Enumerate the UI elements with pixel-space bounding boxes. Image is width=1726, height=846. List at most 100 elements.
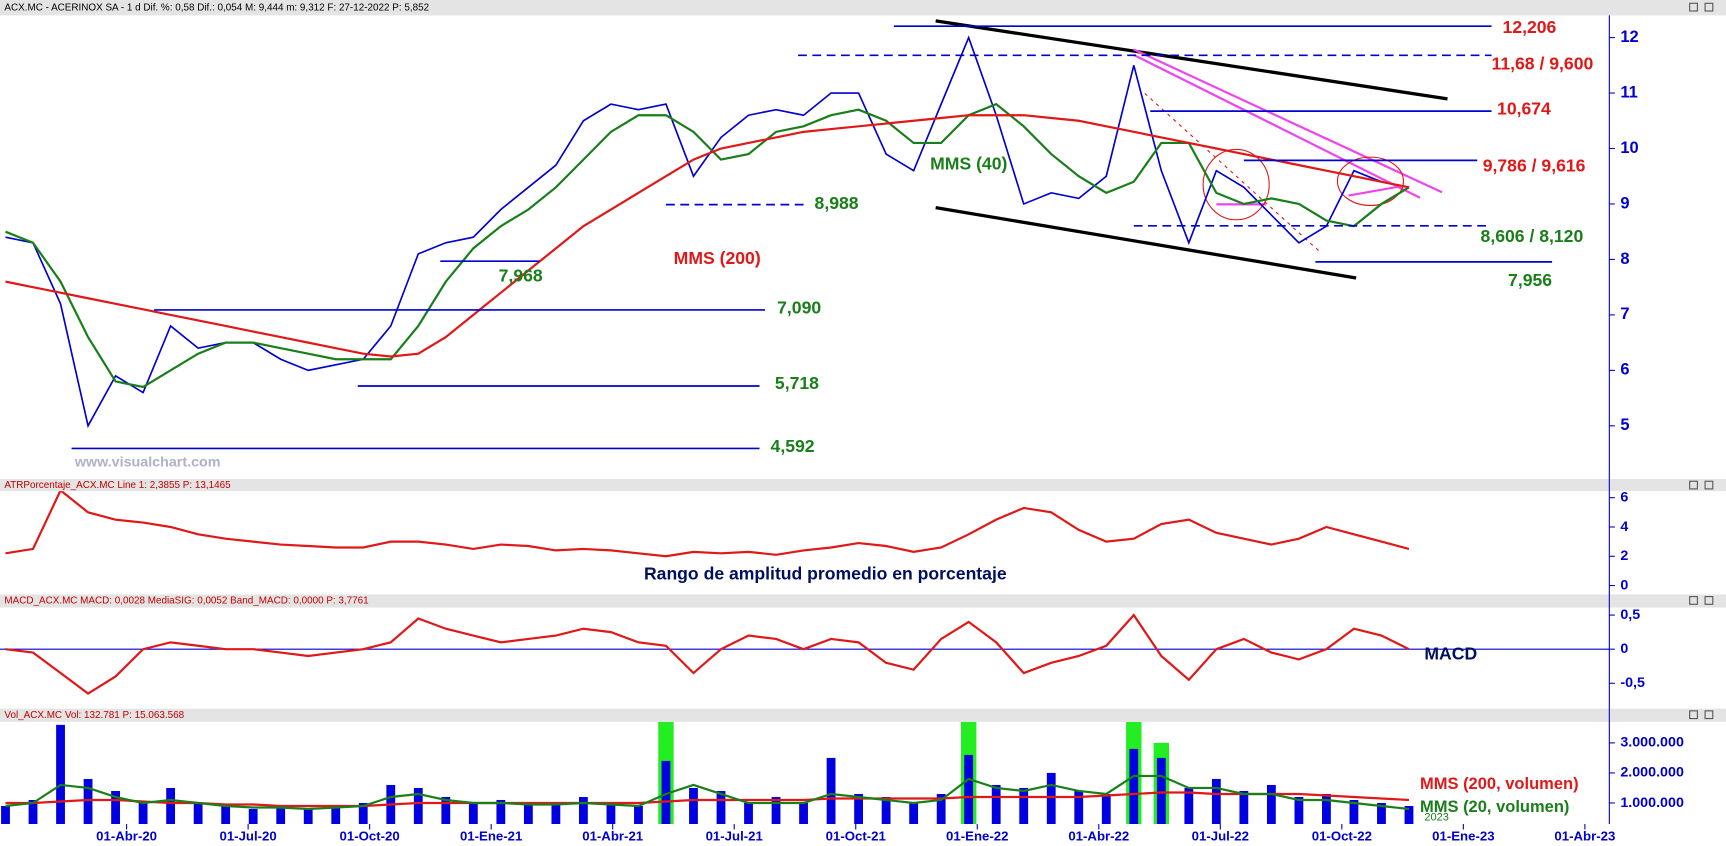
y-tick-label: 0 — [1620, 577, 1628, 593]
series-line — [5, 613, 1410, 695]
volume-bar — [936, 793, 946, 825]
panel-title: Vol_ACX.MC Vol: 132.781 P: 15.063.568 — [4, 710, 184, 721]
volume-bar — [83, 778, 93, 825]
volume-bar — [248, 808, 258, 825]
x-tick-label: 01-Jul-20 — [219, 829, 276, 844]
volume-bar — [496, 799, 506, 825]
level-label: 4,592 — [771, 436, 815, 456]
volume-bar — [744, 802, 753, 825]
series-line — [5, 774, 1410, 811]
volume-bar — [1211, 778, 1221, 825]
volume-bar — [716, 790, 726, 825]
series-label: MMS (200, volumen) — [1420, 775, 1579, 793]
series-line — [5, 114, 1410, 358]
dashed-line — [1144, 92, 1322, 254]
pattern-circles — [1202, 148, 1405, 221]
volume-bar — [111, 790, 120, 825]
series-line — [5, 102, 1410, 389]
panel-subtitle: Rango de amplitud promedio en porcentaje — [644, 563, 1007, 583]
volume-bar — [1046, 772, 1056, 825]
volume-bar — [276, 805, 286, 825]
y-tick-label: 2.000.000 — [1620, 765, 1684, 781]
level-label: 7,956 — [1508, 270, 1552, 290]
level-label: 10,674 — [1497, 99, 1551, 119]
level-label: 7,968 — [499, 266, 543, 286]
volume-bar — [138, 802, 148, 825]
y-tick-label: 4 — [1620, 519, 1628, 535]
series-line — [5, 491, 1410, 558]
level-label: 9,786 / 9,616 — [1483, 156, 1586, 176]
channel-lines — [935, 19, 1448, 280]
x-tick-label: 01-Abr-23 — [1554, 829, 1615, 844]
y-tick-label: 9 — [1620, 194, 1629, 212]
volume-bar — [1, 805, 10, 825]
x-tick-label: 01-Jul-21 — [706, 829, 763, 844]
panel — [0, 613, 1610, 695]
volume-bar — [1101, 793, 1111, 825]
volume-bar — [358, 802, 368, 825]
volume-bar — [221, 805, 231, 825]
volume-bar — [771, 796, 781, 825]
y-tick-label: 10 — [1620, 139, 1638, 157]
series-line — [5, 791, 1410, 808]
panel-bar — [0, 479, 1726, 492]
volume-bar — [991, 784, 1001, 825]
volume-bar — [634, 805, 643, 825]
volume-bar — [881, 796, 891, 825]
panel-title: ATRPorcentaje_ACX.MC Line 1: 2,3855 P: 1… — [4, 480, 231, 491]
y-tick-label: 5 — [1620, 416, 1629, 434]
level-label: 11,68 / 9,600 — [1492, 53, 1594, 73]
volume-bar — [1322, 793, 1331, 825]
panel-subtitle: MACD — [1424, 643, 1477, 663]
y-tick-label: 6 — [1620, 361, 1629, 379]
x-tick-label: 01-Ene-23 — [1432, 829, 1494, 844]
x-tick-label: 01-Oct-20 — [340, 829, 400, 844]
volume-bar — [579, 796, 588, 825]
volume-bar — [523, 802, 533, 825]
panel — [5, 491, 1410, 558]
panel-title: MACD_ACX.MC MACD: 0,0028 MediaSIG: 0,005… — [4, 596, 369, 607]
volume-bar — [854, 793, 863, 825]
y-tick-label: 8 — [1620, 250, 1629, 268]
panel-title: ACX.MC - ACERINOX SA - 1 d Dif. %: 0,58 … — [4, 2, 429, 13]
annotation: 2023 — [1424, 811, 1448, 823]
volume-bar — [909, 802, 919, 825]
volume-bar — [964, 754, 974, 825]
y-tick-label: 6 — [1620, 489, 1628, 505]
volume-bar — [1349, 799, 1359, 825]
volume-bar — [1239, 790, 1249, 825]
series-label: MMS (200) — [674, 248, 761, 268]
level-label: 8,606 / 8,120 — [1481, 226, 1584, 246]
y-tick-label: 1.000.000 — [1620, 795, 1684, 811]
y-tick-label: 7 — [1620, 305, 1629, 323]
series-label: MMS (40) — [930, 153, 1007, 173]
x-tick-label: 01-Oct-21 — [826, 829, 886, 844]
x-tick-label: 01-Jul-22 — [1192, 829, 1249, 844]
x-tick-label: 01-Abr-22 — [1068, 829, 1129, 844]
panel — [1, 721, 1414, 825]
volume-bar — [1266, 784, 1276, 825]
y-tick-label: 0 — [1620, 641, 1628, 657]
header-bar — [0, 0, 1726, 16]
volume-bar — [551, 802, 561, 825]
volume-bar — [1294, 796, 1304, 825]
volume-bar — [1074, 790, 1084, 825]
volume-bar — [799, 802, 808, 825]
volume-bar — [441, 796, 451, 825]
watermark: www.visualchart.com — [74, 454, 221, 470]
volume-bar — [303, 808, 313, 825]
x-tick-label: 01-Ene-22 — [946, 829, 1008, 844]
x-tick-label: 01-Abr-20 — [96, 829, 157, 844]
panel-bar — [0, 708, 1726, 722]
window-controls[interactable] — [1689, 2, 1714, 720]
volume-bar — [1019, 787, 1029, 825]
x-tick-label: 01-Oct-22 — [1312, 829, 1372, 844]
series-label: MMS (20, volumen) — [1420, 798, 1569, 816]
panel-bar — [0, 594, 1726, 608]
y-tick-label: 0,5 — [1620, 607, 1640, 623]
level-label: 8,988 — [815, 193, 859, 213]
y-tick-label: 11 — [1620, 83, 1637, 101]
level-label: 12,206 — [1503, 17, 1557, 37]
panel — [5, 35, 1410, 429]
